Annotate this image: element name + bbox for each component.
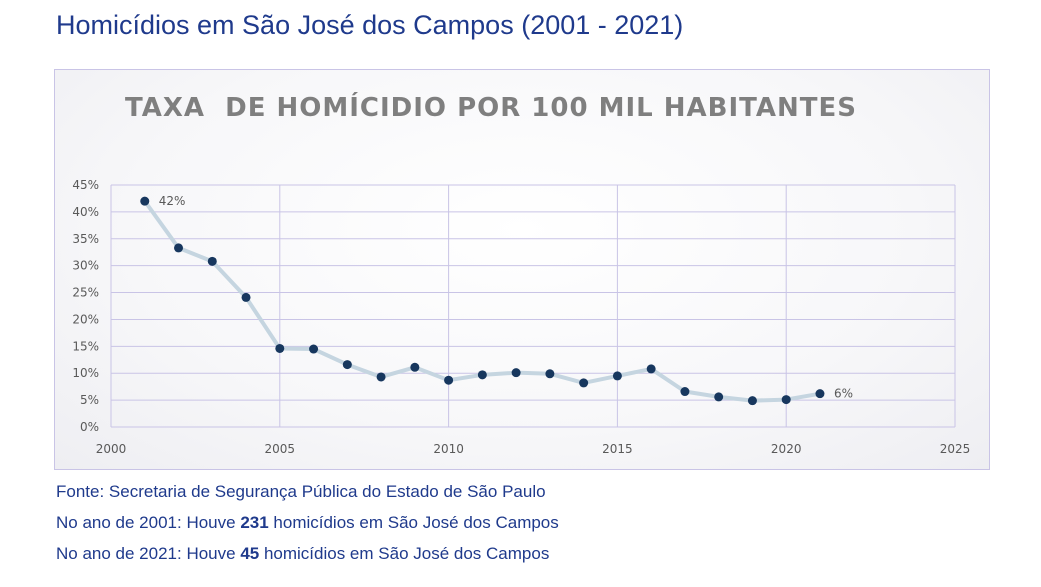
data-point: [612, 371, 622, 381]
y-tick-label: 10%: [72, 366, 99, 380]
y-tick-label: 35%: [72, 232, 99, 246]
y-tick-label: 20%: [72, 312, 99, 326]
x-tick-label: 2010: [433, 442, 464, 456]
note-2021-suffix: homicídios em São José dos Campos: [259, 544, 550, 563]
data-point: [477, 370, 487, 380]
x-tick-label: 2000: [96, 442, 127, 456]
data-point: [714, 392, 724, 402]
note-2001-prefix: No ano de 2001: Houve: [56, 513, 241, 532]
y-tick-label: 30%: [72, 259, 99, 273]
x-tick-label: 2015: [602, 442, 633, 456]
data-points: [140, 196, 825, 406]
line-chart: TAXA DE HOMÍCIDIO POR 100 MIL HABITANTES…: [72, 91, 971, 456]
note-2021-prefix: No ano de 2021: Houve: [56, 544, 241, 563]
note-2001-value: 231: [240, 513, 269, 532]
x-tick-label: 2025: [940, 442, 971, 456]
data-point: [309, 344, 319, 354]
y-tick-label: 40%: [72, 205, 99, 219]
y-tick-label: 25%: [72, 286, 99, 300]
chart-title: TAXA DE HOMÍCIDIO POR 100 MIL HABITANTES: [125, 91, 857, 123]
x-tick-label: 2020: [771, 442, 802, 456]
note-2021-value: 45: [240, 544, 260, 563]
data-point: [410, 362, 420, 372]
data-point: [646, 364, 656, 374]
y-tick-label: 15%: [72, 339, 99, 353]
data-point: [815, 389, 825, 399]
data-point: [241, 292, 251, 302]
y-axis-tick-labels: 0% 5% 10% 15% 20% 25% 30% 35% 40% 45%: [72, 178, 99, 434]
x-axis-tick-labels: 2000 2005 2010 2015 2020 2025: [96, 442, 971, 456]
grid-lines: [110, 184, 956, 428]
data-labels: 42% 6%: [159, 194, 853, 401]
data-point: [140, 196, 150, 206]
y-tick-label: 45%: [72, 178, 99, 192]
data-point: [545, 369, 555, 379]
data-point: [376, 372, 386, 382]
data-point: [342, 360, 352, 370]
data-label: 42%: [159, 194, 186, 208]
note-2001: No ano de 2001: Houve 231 homicídios em …: [56, 512, 559, 543]
data-point: [444, 375, 454, 385]
data-point: [680, 387, 690, 397]
page-title: Homicídios em São José dos Campos (2001 …: [56, 10, 684, 40]
data-point: [781, 395, 791, 405]
data-point: [511, 368, 521, 378]
source-note: Fonte: Secretaria de Segurança Pública d…: [56, 482, 546, 501]
data-point: [174, 243, 184, 253]
note-2021: No ano de 2021: Houve 45 homicídios em S…: [56, 543, 559, 574]
data-point: [207, 256, 217, 266]
data-point: [579, 378, 589, 388]
data-point: [275, 343, 285, 353]
y-tick-label: 0%: [80, 420, 99, 434]
data-label: 6%: [834, 387, 853, 401]
chart-frame: TAXA DE HOMÍCIDIO POR 100 MIL HABITANTES…: [54, 69, 990, 470]
notes: Fonte: Secretaria de Segurança Pública d…: [56, 481, 559, 574]
note-2001-suffix: homicídios em São José dos Campos: [268, 513, 559, 532]
data-point: [747, 396, 757, 406]
y-tick-label: 5%: [80, 393, 99, 407]
x-tick-label: 2005: [265, 442, 296, 456]
